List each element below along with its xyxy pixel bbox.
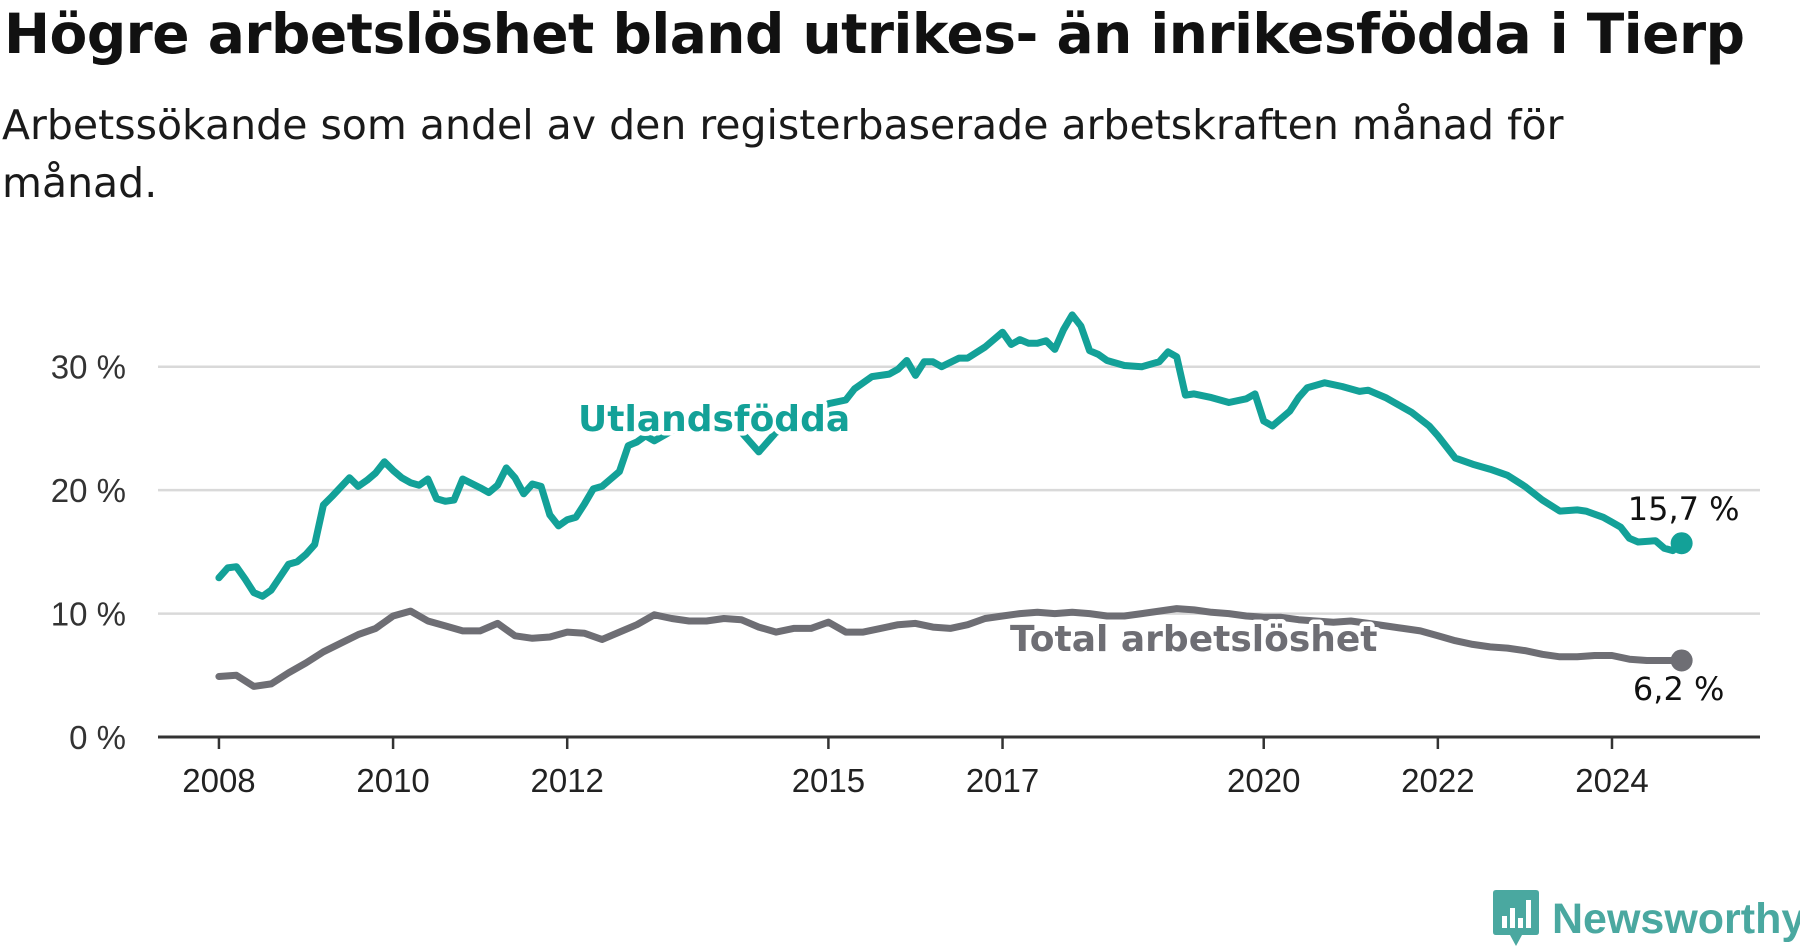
- y-tick-label: 10 %: [51, 596, 126, 633]
- x-tick-label: 2022: [1401, 762, 1474, 799]
- grid-lines: [158, 365, 1760, 615]
- brand-name: Newsworthy: [1552, 894, 1800, 943]
- series-line-utlandsfodda: [215, 311, 1686, 600]
- y-axis-ticks: 0 % 10 % 20 % 30 %: [51, 349, 126, 756]
- series-end-point: [1670, 532, 1693, 555]
- series-lines: [215, 311, 1693, 690]
- series-line-total: [215, 605, 1686, 690]
- x-tick-label: 2015: [792, 762, 865, 799]
- chart-subtitle: Arbetssökande som andel av den registerb…: [2, 101, 1564, 207]
- series-labels: Utlandsfödda Total arbetslöshet 15,7 % 6,2 …: [574, 395, 1744, 713]
- x-tick-label: 2008: [182, 762, 255, 799]
- y-tick-label: 0 %: [69, 719, 126, 756]
- brand-logo: Newsworthy: [1492, 888, 1800, 950]
- x-tick-label: 2010: [356, 762, 429, 799]
- x-tick-label: 2017: [966, 762, 1039, 799]
- end-label-utlandsfodda: 15,7 %: [1628, 490, 1740, 528]
- series-label-total: Total arbetslöshet: [1010, 619, 1378, 660]
- x-axis: 2008 2010 2012 2015 2017 2020 2022 2024: [158, 735, 1760, 799]
- series-label-utlandsfodda: Utlandsfödda: [578, 399, 850, 440]
- end-label-total: 6,2 %: [1633, 670, 1724, 708]
- chart-title: Högre arbetslöshet bland utrikes- än inr…: [4, 2, 1745, 66]
- y-tick-label: 20 %: [51, 472, 126, 509]
- y-tick-label: 30 %: [51, 349, 126, 386]
- x-tick-label: 2020: [1227, 762, 1300, 799]
- newsworthy-logo-icon: [1493, 890, 1539, 946]
- x-tick-label: 2012: [530, 762, 603, 799]
- x-tick-label: 2024: [1575, 762, 1648, 799]
- series-end-point: [1670, 649, 1693, 672]
